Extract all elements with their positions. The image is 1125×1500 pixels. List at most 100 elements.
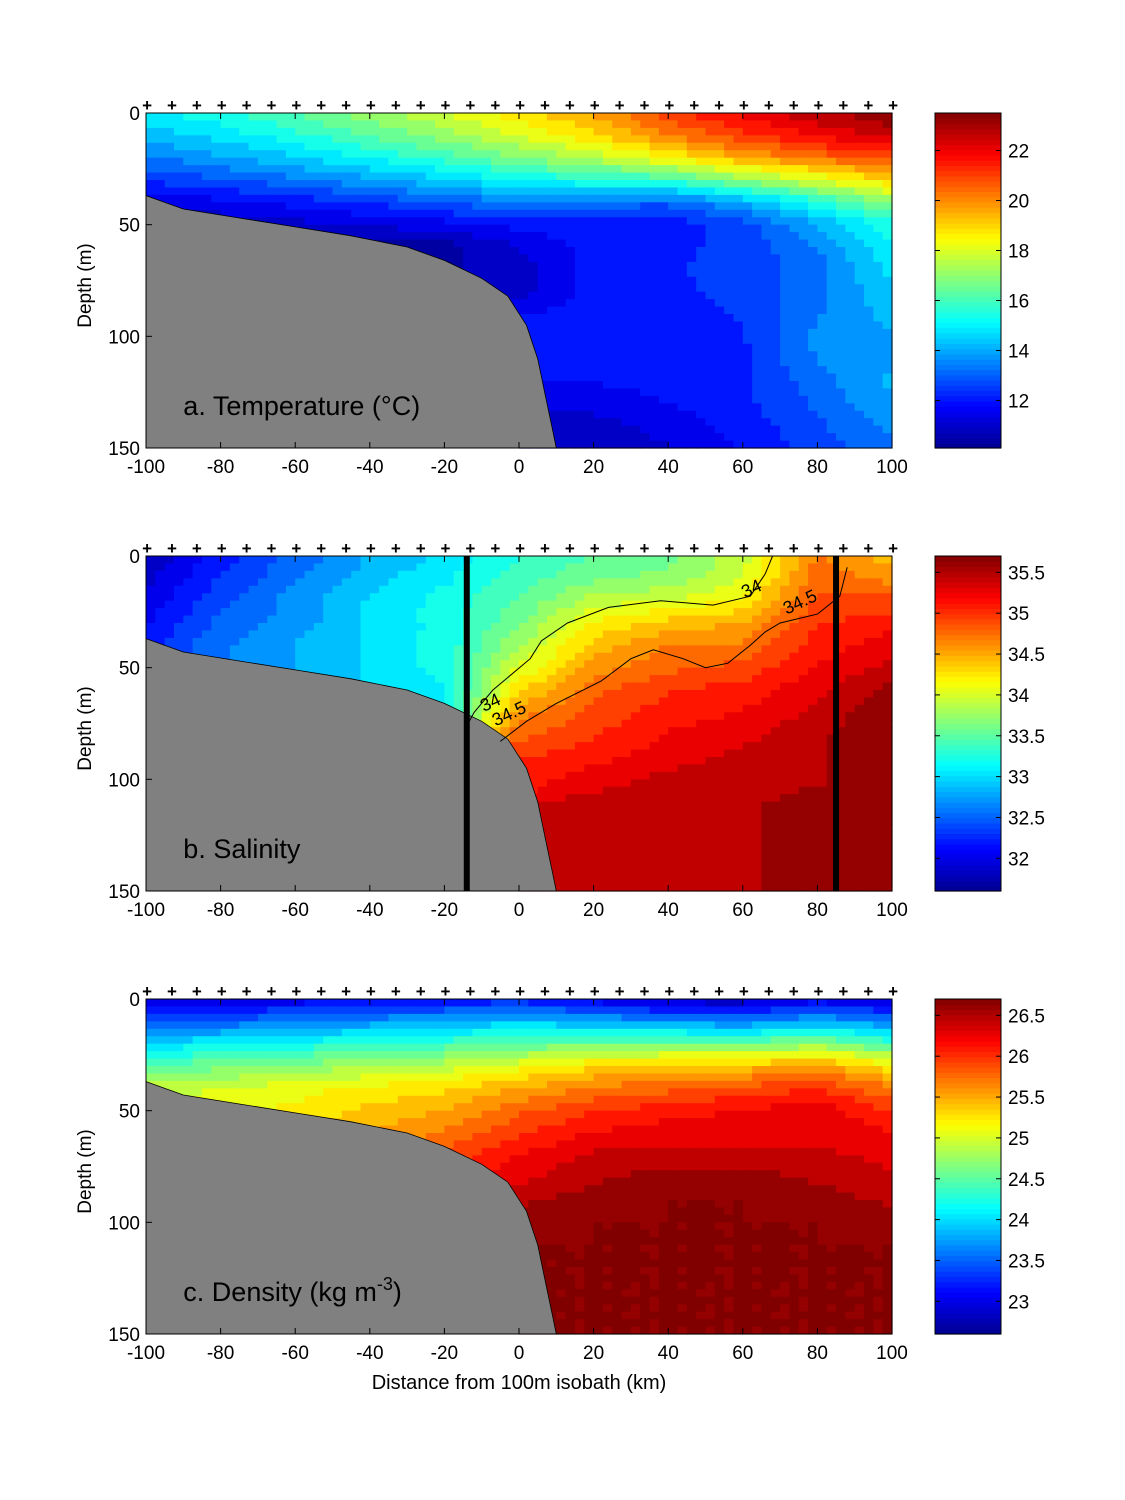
field-cell [453, 704, 464, 713]
field-cell [360, 585, 371, 594]
field-cell [351, 578, 362, 587]
field-cell [574, 615, 585, 624]
field-cell [780, 433, 791, 442]
field-cell [864, 321, 874, 330]
field-cell [640, 690, 651, 699]
field-cell [733, 261, 744, 270]
field-cell [733, 440, 744, 449]
field-cell [640, 254, 651, 263]
x-tick-label: -100 [127, 457, 165, 478]
field-cell [276, 623, 287, 632]
field-cell [248, 578, 259, 587]
field-cell [649, 172, 660, 181]
field-cell [444, 254, 455, 263]
field-cell [714, 682, 725, 691]
field-cell [752, 433, 763, 442]
field-cell [360, 667, 371, 676]
field-cell [211, 578, 222, 587]
field-cell [882, 366, 893, 375]
field-cell [546, 217, 557, 226]
field-cell [556, 306, 567, 315]
field-cell [556, 585, 567, 594]
field-cell [183, 578, 194, 587]
field-cell [621, 660, 632, 669]
field-cell [845, 440, 856, 449]
field-cell [593, 351, 604, 360]
field-cell [584, 247, 595, 256]
field-cell [826, 358, 837, 367]
field-cell [574, 433, 585, 442]
field-cell [146, 623, 156, 632]
field-cell [565, 395, 576, 404]
field-cell [873, 366, 884, 375]
field-cell [491, 608, 501, 617]
field-cell [873, 135, 884, 144]
field-cell [332, 127, 343, 136]
field-cell [873, 291, 884, 300]
field-cell [752, 142, 763, 151]
field-cell [602, 853, 613, 862]
field-cell [481, 113, 492, 122]
field-cell [640, 645, 651, 654]
field-cell [267, 556, 278, 565]
field-cell [481, 645, 492, 654]
field-cell [416, 667, 427, 676]
field-cell [696, 247, 707, 256]
field-cell [630, 239, 641, 248]
field-cell [584, 135, 595, 144]
field-cell [528, 232, 539, 241]
field-cell [649, 593, 660, 602]
field-cell [491, 563, 501, 572]
field-cell [668, 675, 679, 684]
field-cell [836, 172, 846, 181]
field-cell [248, 194, 259, 203]
field-cell [696, 764, 707, 773]
field-cell [668, 202, 679, 211]
x-tick-label: 60 [732, 457, 753, 478]
field-cell [565, 690, 576, 699]
field-cell [733, 120, 744, 129]
field-cell [882, 150, 893, 159]
field-cell [882, 261, 893, 270]
field-cell [705, 794, 716, 803]
field-cell [770, 410, 781, 419]
field-cell [612, 645, 623, 654]
field-cell [239, 645, 250, 654]
field-cell [752, 321, 763, 330]
field-cell [686, 336, 697, 345]
field-cell [602, 876, 613, 885]
field-cell [640, 682, 651, 691]
field-cell [602, 224, 613, 233]
field-cell [519, 291, 529, 300]
field-cell [164, 135, 175, 144]
field-cell [826, 306, 837, 315]
field-cell [155, 570, 166, 579]
field-cell [686, 418, 697, 427]
field-cell [612, 232, 623, 241]
field-cell [584, 801, 595, 810]
field-cell [388, 675, 399, 684]
field-cell [602, 306, 613, 315]
field-cell [546, 269, 557, 278]
field-cell [388, 165, 399, 174]
field-cell [435, 645, 445, 654]
field-cell [444, 224, 455, 233]
field-cell [435, 127, 445, 136]
field-cell [201, 187, 212, 196]
field-cell [360, 217, 371, 226]
field-cell [649, 585, 660, 594]
field-cell [509, 608, 520, 617]
field-cell [397, 645, 408, 654]
field-cell [360, 120, 371, 129]
field-cell [565, 328, 576, 337]
field-cell [630, 794, 641, 803]
field-cell [201, 593, 212, 602]
field-cell [686, 570, 697, 579]
field-cell [528, 690, 539, 699]
field-cell [640, 388, 651, 397]
field-cell [472, 254, 483, 263]
field-cell [546, 194, 557, 203]
field-cell [602, 381, 613, 390]
field-cell [602, 284, 613, 293]
